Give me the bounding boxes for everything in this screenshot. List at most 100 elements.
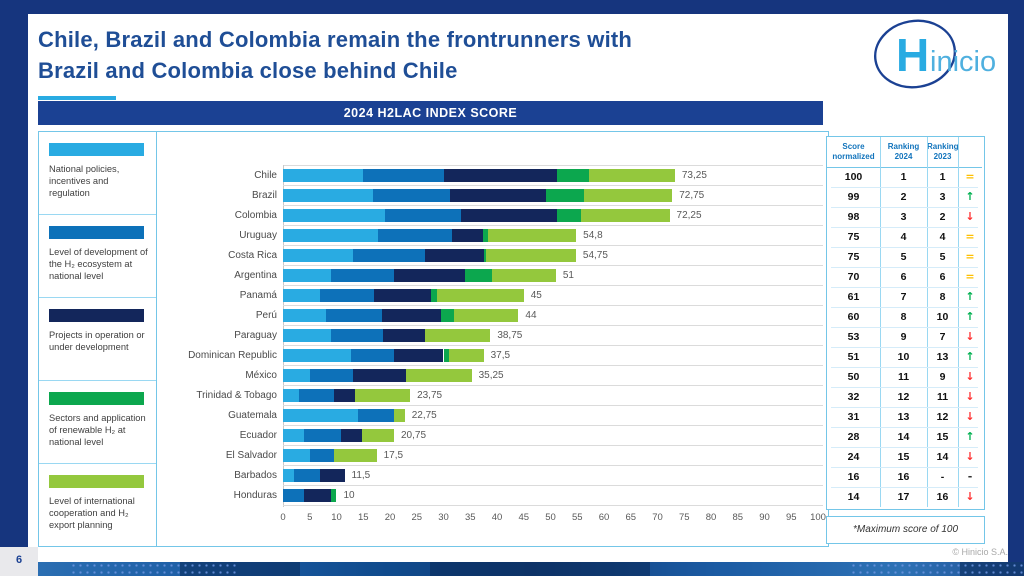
bar-segment-series-2	[357, 409, 394, 422]
trend-up-icon: ↑	[965, 290, 975, 303]
row-gridline	[283, 345, 823, 346]
table-column-divider	[958, 137, 959, 507]
x-axis-tick: 35	[464, 512, 476, 523]
score-cell: 60	[847, 311, 860, 323]
bar-value-label: 17,5	[383, 450, 404, 461]
row-gridline	[283, 305, 823, 306]
x-axis-tick: 55	[571, 512, 583, 523]
score-cell: 51	[847, 351, 860, 363]
bar-value-label: 23,75	[417, 390, 443, 401]
trend-up-icon: ↑	[965, 310, 975, 323]
bar-segment-series-1	[283, 169, 364, 182]
country-label: Perú	[255, 310, 277, 321]
bar-value-label: 44	[525, 310, 537, 321]
band-dots-left	[70, 562, 240, 576]
bar-segment-series-3	[304, 489, 332, 502]
table-row-divider	[831, 447, 978, 448]
bar-value-label: 38,75	[497, 330, 523, 341]
rank-2023-cell: -	[940, 471, 945, 483]
rank-2023-cell: 10	[936, 311, 949, 323]
bar-segment-series-3	[320, 469, 345, 482]
table-row-divider	[831, 347, 978, 348]
legend-item: Level of development of the H₂ ecosystem…	[39, 215, 158, 298]
bar-segment-series-3	[450, 189, 547, 202]
trend-equal-icon: =	[965, 250, 975, 263]
logo-text: inicio	[930, 46, 996, 78]
bar-segment-series-1	[283, 249, 353, 262]
bar-segment-series-1	[283, 309, 326, 322]
x-axis-tick: 100	[810, 512, 826, 523]
trend-up-icon: ↑	[965, 190, 975, 203]
bar-segment-series-2	[293, 469, 321, 482]
table-header-line2: 2024	[894, 152, 913, 161]
bar-row: Costa Rica 54,75	[157, 246, 826, 266]
bar-segment-series-5	[355, 389, 411, 402]
bar-value-label: 51	[562, 270, 574, 281]
bar-segment-series-5	[406, 369, 472, 382]
rank-2023-cell: 15	[936, 431, 949, 443]
max-score-note: *Maximum score of 100	[826, 516, 985, 544]
bar-segment-series-4	[557, 209, 582, 222]
table-row-divider	[831, 387, 978, 388]
bar-row: Trinidad & Tobago 23,75	[157, 386, 826, 406]
copyright-text: © Hinicio S.A.	[952, 547, 1008, 557]
legend: National policies, incentives and regula…	[38, 131, 159, 547]
bar-segment-series-3	[373, 289, 432, 302]
country-label: Ecuador	[239, 430, 277, 441]
bar-segment-series-3	[333, 389, 356, 402]
bar-row: Dominican Republic 37,5	[157, 346, 826, 366]
bar-value-label: 73,25	[681, 170, 707, 181]
bar-segment-series-5	[394, 409, 405, 422]
page-number: 6	[0, 547, 38, 576]
table-header-col-3: Ranking 2023	[927, 137, 959, 167]
chart-top-gridline	[283, 165, 823, 166]
x-axis-tick: 50	[545, 512, 556, 523]
table-column-divider	[880, 137, 881, 507]
bar-segment-series-1	[283, 369, 310, 382]
bar-segment-series-4	[546, 189, 584, 202]
table-row-divider	[831, 287, 978, 288]
x-axis-tick: 5	[307, 512, 313, 523]
bar-segment-series-5	[589, 169, 675, 182]
legend-swatch	[49, 226, 144, 239]
score-cell: 31	[847, 411, 860, 423]
row-gridline	[283, 265, 823, 266]
rank-2024-cell: 12	[897, 391, 910, 403]
country-label: Colombia	[234, 210, 277, 221]
table-header-rule	[827, 167, 982, 168]
score-cell: 14	[847, 491, 860, 503]
row-gridline	[283, 185, 823, 186]
rank-2024-cell: 5	[900, 251, 907, 263]
bar-segment-series-3	[394, 269, 465, 282]
x-axis-tick: 95	[785, 512, 797, 523]
top-strip-pattern	[0, 0, 1024, 14]
score-cell: 16	[847, 471, 860, 483]
table-row-divider	[831, 307, 978, 308]
rank-2023-cell: 3	[939, 191, 946, 203]
table-row-divider	[831, 267, 978, 268]
right-strip-pattern	[1008, 0, 1024, 576]
bar-row: Uruguay 54,8	[157, 226, 826, 246]
rank-2023-cell: 4	[939, 231, 946, 243]
rank-2023-cell: 1	[939, 171, 946, 183]
table-row-divider	[831, 227, 978, 228]
country-label: Costa Rica	[228, 250, 277, 261]
page-title-line2: Brazil and Colombia close behind Chile	[38, 58, 458, 83]
table-column-divider	[927, 137, 928, 507]
bar-value-label: 11,5	[351, 470, 371, 481]
bar-segment-series-2	[377, 229, 452, 242]
table-header-line2: normalized	[832, 152, 875, 161]
bar-segment-series-1	[283, 269, 332, 282]
rank-2023-cell: 2	[939, 211, 946, 223]
rank-2023-cell: 12	[936, 411, 949, 423]
logo-circle-icon	[873, 19, 957, 89]
bar-segment-series-4	[482, 229, 488, 242]
bar-segment-series-4	[443, 349, 449, 362]
x-axis-tick: 80	[705, 512, 717, 523]
trend-equal-icon: =	[965, 230, 975, 243]
bar-segment-series-5	[581, 209, 670, 222]
bar-row: Argentina 51	[157, 266, 826, 286]
band-shape	[430, 562, 650, 576]
trend-down-icon: ↓	[965, 410, 975, 423]
bar-segment-series-1	[283, 209, 385, 222]
